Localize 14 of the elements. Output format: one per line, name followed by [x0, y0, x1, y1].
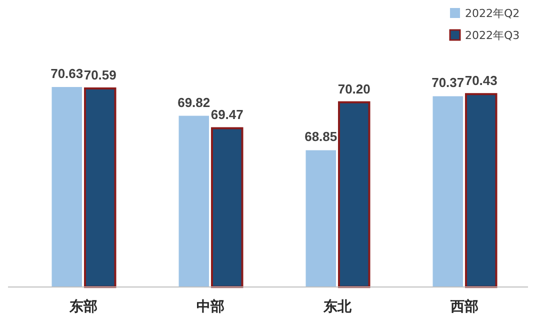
data-label: 68.85: [304, 129, 338, 144]
x-tick-label: 西部: [450, 298, 478, 315]
x-tick-label: 东部: [68, 298, 98, 315]
data-label: 70.20: [338, 81, 370, 96]
data-label: 70.43: [464, 73, 498, 88]
x-tick-label: 东北: [322, 298, 352, 315]
data-label: 70.59: [84, 67, 116, 82]
data-label: 69.47: [210, 107, 244, 122]
legend-label: 2022年Q3: [465, 29, 520, 42]
data-label: 70.37: [432, 75, 464, 90]
x-tick-label: 中部: [196, 298, 224, 315]
data-label: 69.82: [178, 94, 210, 110]
legend-label: 2022年Q2: [465, 7, 520, 20]
data-label: 70.63: [50, 66, 84, 81]
